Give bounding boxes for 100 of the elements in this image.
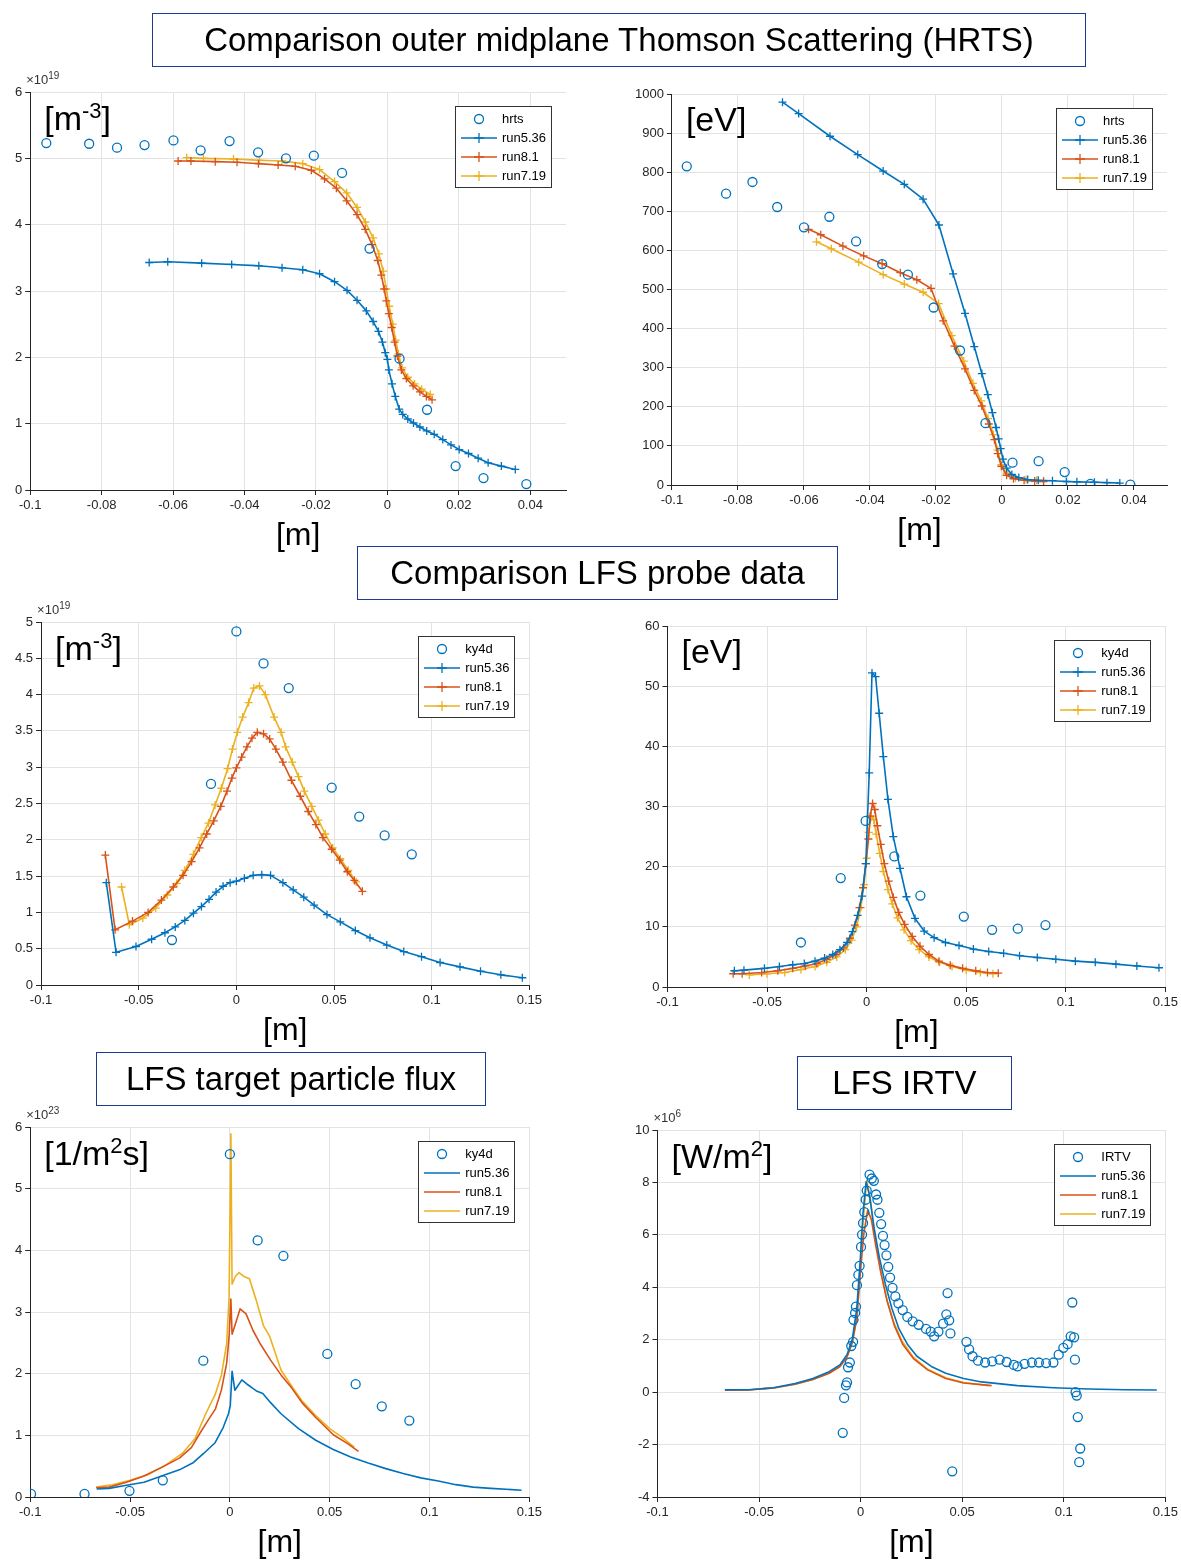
y-tick-label: 3: [15, 282, 23, 298]
legend-label: run7.19: [1102, 170, 1147, 185]
x-tick-label: 0.1: [420, 1504, 439, 1520]
y-tick-label: 4: [642, 1278, 650, 1294]
y-tick-label: 3: [25, 758, 34, 774]
y-tick-label: 1.5: [14, 867, 34, 883]
x-tick-label: -0.05: [115, 1504, 145, 1520]
x-axis-title: [m]: [257, 1522, 303, 1559]
y-tick-label: 0: [652, 978, 660, 994]
y-tick-label: 500: [642, 281, 664, 297]
x-tick-label: -0.05: [752, 994, 782, 1010]
text: ×10$^{6}$: [653, 1108, 682, 1126]
x-tick-label: 0.05: [317, 1504, 343, 1520]
legend-label: run5.36: [1102, 132, 1147, 147]
y-tick-label: 0.5: [14, 940, 34, 956]
x-tick-label: 0: [226, 1504, 234, 1520]
y-tick-label: 0: [15, 1488, 23, 1504]
x-tick-label: 0.1: [1054, 1504, 1073, 1520]
x-tick-label: 0.02: [446, 497, 472, 513]
y-tick-label: 100: [642, 437, 664, 453]
x-tick-label: -0.05: [123, 992, 154, 1008]
y-tick-label: 3: [15, 1303, 23, 1319]
legend-label: run7.19: [1101, 1206, 1146, 1221]
x-tick-label: -0.02: [921, 492, 951, 508]
text: ×10$^{23}$: [26, 1105, 60, 1123]
x-axis-title: [m]: [894, 1012, 939, 1049]
x-tick-label: 0: [232, 992, 240, 1008]
y-tick-label: -2: [637, 1436, 650, 1452]
legend-label: run8.1: [501, 149, 539, 164]
legend-label: run8.1: [1102, 151, 1140, 166]
y-tick-label: 60: [644, 617, 660, 633]
y-tick-label: 20: [644, 858, 660, 874]
y-tick-label: 5: [15, 1180, 23, 1196]
y-tick-label: -4: [637, 1488, 650, 1504]
y-tick-label: 4: [25, 686, 34, 702]
chart-title: LFS IRTV: [797, 1056, 1012, 1110]
x-tick-label: -0.06: [158, 497, 188, 513]
x-tick-label: 0.15: [516, 992, 543, 1008]
y-tick-label: 6: [15, 1118, 23, 1134]
y-tick-label: 900: [642, 124, 664, 140]
x-tick-label: 0: [383, 497, 392, 513]
y-tick-label: 1: [15, 1426, 23, 1442]
y-tick-label: 200: [642, 398, 664, 414]
y-tick-label: 6: [642, 1226, 650, 1242]
x-tick-label: 0.04: [517, 497, 543, 513]
y-tick-label: 50: [644, 677, 660, 693]
y-axis-title: [1/m$^{2}$s]: [44, 1133, 150, 1173]
legend-label: run5.36: [501, 130, 546, 145]
y-axis-title: [m$^{-3}$]: [55, 628, 122, 668]
y-tick-label: 0: [15, 481, 23, 497]
legend-label: run8.1: [465, 679, 503, 694]
y-tick-label: 800: [642, 163, 664, 179]
y-tick-label: 10: [644, 918, 660, 934]
legend-label: hrts: [1102, 113, 1125, 128]
y-tick-label: 4.5: [14, 649, 34, 665]
y-tick-label: 3.5: [14, 722, 34, 738]
legend-label: IRTV: [1101, 1149, 1131, 1164]
y-tick-label: 40: [644, 737, 660, 753]
text: Comparison LFS probe data: [357, 546, 838, 600]
legend-label: run7.19: [465, 698, 510, 713]
x-tick-label: -0.02: [301, 497, 331, 513]
x-tick-label: -0.1: [19, 497, 42, 513]
x-tick-label: -0.1: [660, 492, 684, 508]
legend-label: run5.36: [465, 660, 510, 675]
chart-title: LFS target particle flux: [96, 1052, 486, 1106]
x-tick-label: -0.06: [789, 492, 819, 508]
x-axis-title: [m]: [889, 1522, 934, 1559]
legend-label: hrts: [501, 111, 524, 126]
legend-label: run7.19: [1101, 702, 1146, 717]
y-axis-title: [m$^{-3}$]: [44, 98, 112, 138]
chart-title: Comparison outer midplane Thomson Scattering (HRTS): [152, 13, 1086, 67]
x-tick-label: 0.05: [953, 994, 979, 1010]
y-axis-title: [W/m$^{2}$]: [671, 1136, 773, 1176]
x-tick-label: -0.1: [646, 1504, 669, 1520]
y-tick-label: 10: [634, 1121, 650, 1137]
legend-label: run7.19: [465, 1203, 510, 1218]
legend-label: run5.36: [1101, 664, 1146, 679]
legend-label: ky4d: [1101, 645, 1129, 660]
x-tick-label: 0.15: [1152, 1504, 1179, 1520]
legend-label: run5.36: [465, 1165, 510, 1180]
x-tick-label: -0.1: [29, 992, 53, 1008]
y-tick-label: 5: [25, 613, 34, 629]
x-tick-label: -0.04: [855, 492, 885, 508]
x-tick-label: -0.05: [744, 1504, 774, 1520]
x-tick-label: 0: [863, 994, 871, 1010]
text: ×10$^{19}$: [26, 70, 60, 88]
x-tick-label: -0.1: [19, 1504, 42, 1520]
x-tick-label: 0.1: [422, 992, 441, 1008]
x-tick-label: 0.05: [321, 992, 347, 1008]
y-tick-label: 1: [25, 903, 34, 919]
y-tick-label: 2: [15, 348, 23, 364]
legend-label: run8.1: [465, 1184, 503, 1199]
legend-label: run8.1: [1101, 683, 1139, 698]
y-tick-label: 400: [642, 320, 664, 336]
legend-label: run8.1: [1101, 1187, 1139, 1202]
x-tick-label: 0.04: [1121, 492, 1147, 508]
x-axis-title: [m]: [262, 1010, 308, 1047]
x-tick-label: 0.02: [1055, 492, 1081, 508]
x-axis-title: [m]: [897, 510, 942, 547]
y-tick-label: 2: [15, 1365, 23, 1381]
